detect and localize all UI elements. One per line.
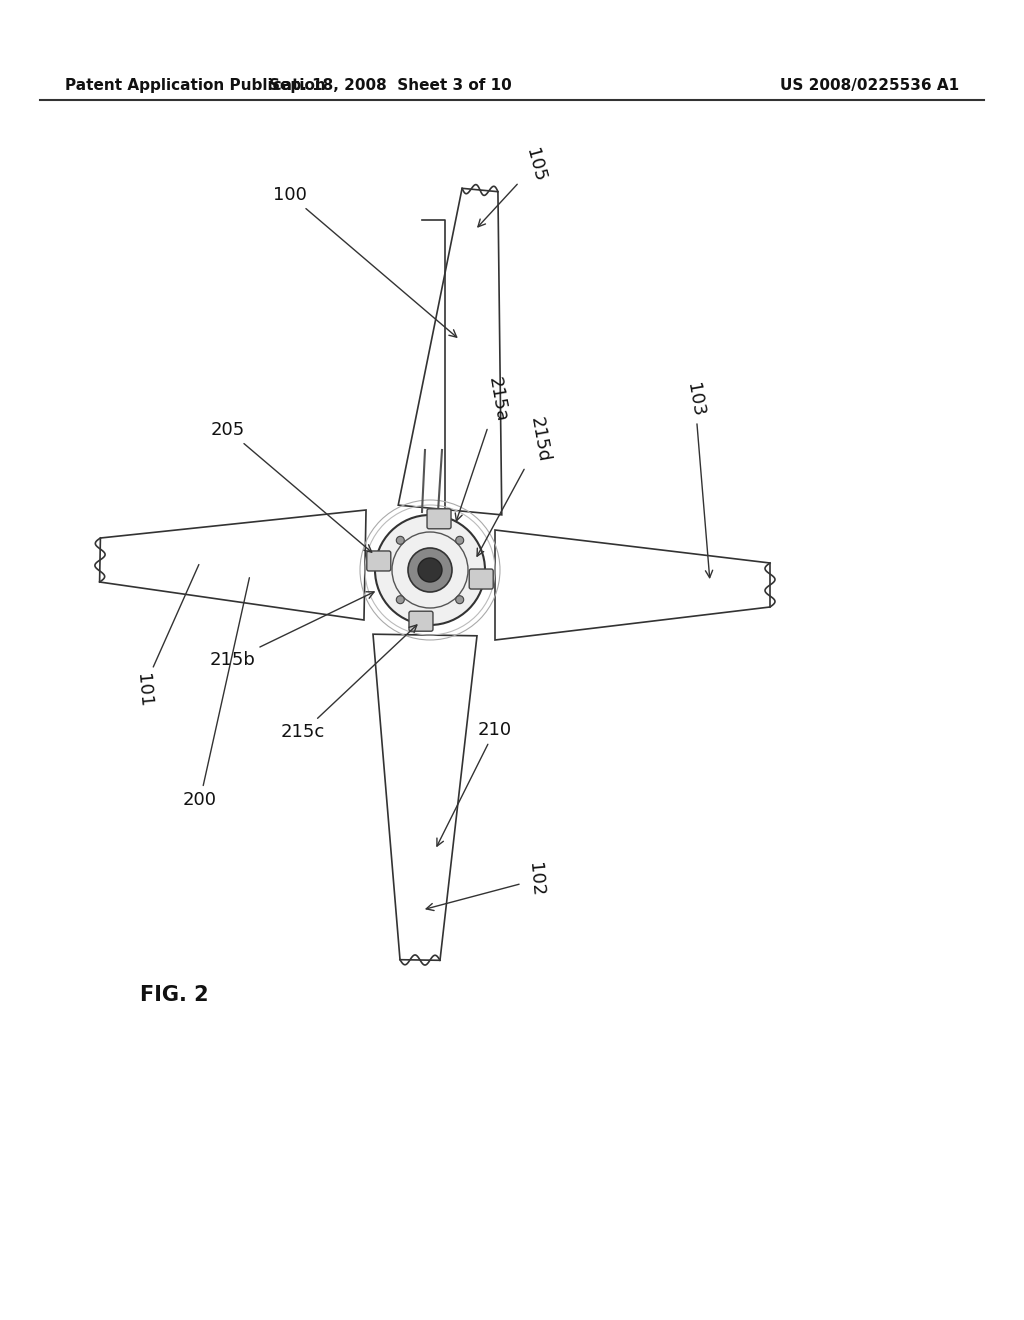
- Text: 215b: 215b: [210, 591, 374, 669]
- Text: 210: 210: [437, 721, 512, 846]
- FancyBboxPatch shape: [469, 569, 494, 589]
- FancyBboxPatch shape: [427, 508, 451, 529]
- Text: 100: 100: [273, 186, 457, 337]
- Text: FIG. 2: FIG. 2: [140, 985, 209, 1005]
- Circle shape: [408, 548, 452, 591]
- Text: US 2008/0225536 A1: US 2008/0225536 A1: [780, 78, 959, 92]
- Text: 200: 200: [183, 578, 250, 809]
- Circle shape: [456, 536, 464, 544]
- Text: 215a: 215a: [456, 376, 510, 521]
- Text: 215d: 215d: [477, 416, 553, 556]
- Circle shape: [418, 558, 442, 582]
- Text: 105: 105: [478, 147, 548, 227]
- Text: 205: 205: [211, 421, 372, 552]
- Circle shape: [396, 595, 404, 603]
- FancyBboxPatch shape: [409, 611, 433, 631]
- FancyBboxPatch shape: [367, 550, 391, 572]
- Text: 215c: 215c: [281, 624, 417, 741]
- Circle shape: [456, 595, 464, 603]
- Text: Sep. 18, 2008  Sheet 3 of 10: Sep. 18, 2008 Sheet 3 of 10: [268, 78, 511, 92]
- Text: 102: 102: [426, 862, 546, 911]
- Text: Patent Application Publication: Patent Application Publication: [65, 78, 326, 92]
- Text: 101: 101: [132, 565, 199, 708]
- Circle shape: [396, 536, 404, 544]
- Circle shape: [375, 515, 485, 624]
- Text: 103: 103: [683, 381, 713, 578]
